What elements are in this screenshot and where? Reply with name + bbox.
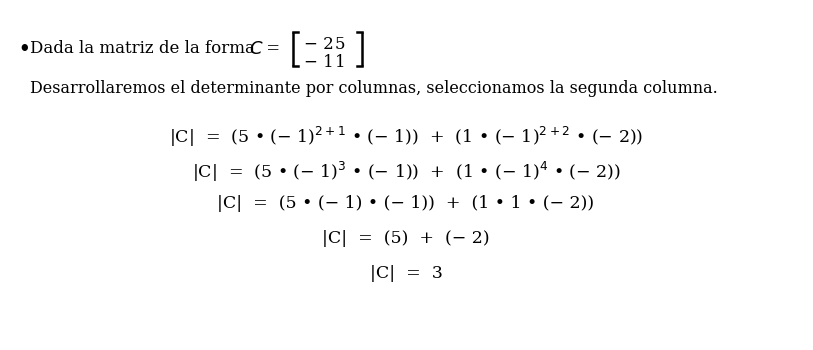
Text: 5: 5	[335, 36, 346, 53]
Text: =: =	[261, 40, 285, 57]
Text: |C|  =  (5 • (− 1)$^{2 + 1}$ • (− 1))  +  (1 • (− 1)$^{2 + 2}$ • (− 2)): |C| = (5 • (− 1)$^{2 + 1}$ • (− 1)) + (1…	[169, 125, 643, 149]
Text: |C|  =  (5 • (− 1)$^{3}$ • (− 1))  +  (1 • (− 1)$^{4}$ • (− 2)): |C| = (5 • (− 1)$^{3}$ • (− 1)) + (1 • (…	[192, 160, 620, 184]
Text: |C|  =  (5 • (− 1) • (− 1))  +  (1 • 1 • (− 2)): |C| = (5 • (− 1) • (− 1)) + (1 • 1 • (− …	[217, 195, 594, 212]
Text: $\mathit{C}$: $\mathit{C}$	[249, 40, 263, 58]
Text: Dada la matriz de la forma: Dada la matriz de la forma	[30, 40, 260, 57]
Text: − 2: − 2	[304, 36, 334, 53]
Text: Desarrollaremos el determinante por columnas, seleccionamos la segunda columna.: Desarrollaremos el determinante por colu…	[30, 80, 718, 97]
Text: |C|  =  (5)  +  (− 2): |C| = (5) + (− 2)	[322, 230, 489, 247]
Text: 1: 1	[335, 54, 346, 71]
Text: •: •	[18, 40, 29, 58]
Text: |C|  =  3: |C| = 3	[370, 265, 442, 282]
Text: − 1: − 1	[304, 54, 334, 71]
